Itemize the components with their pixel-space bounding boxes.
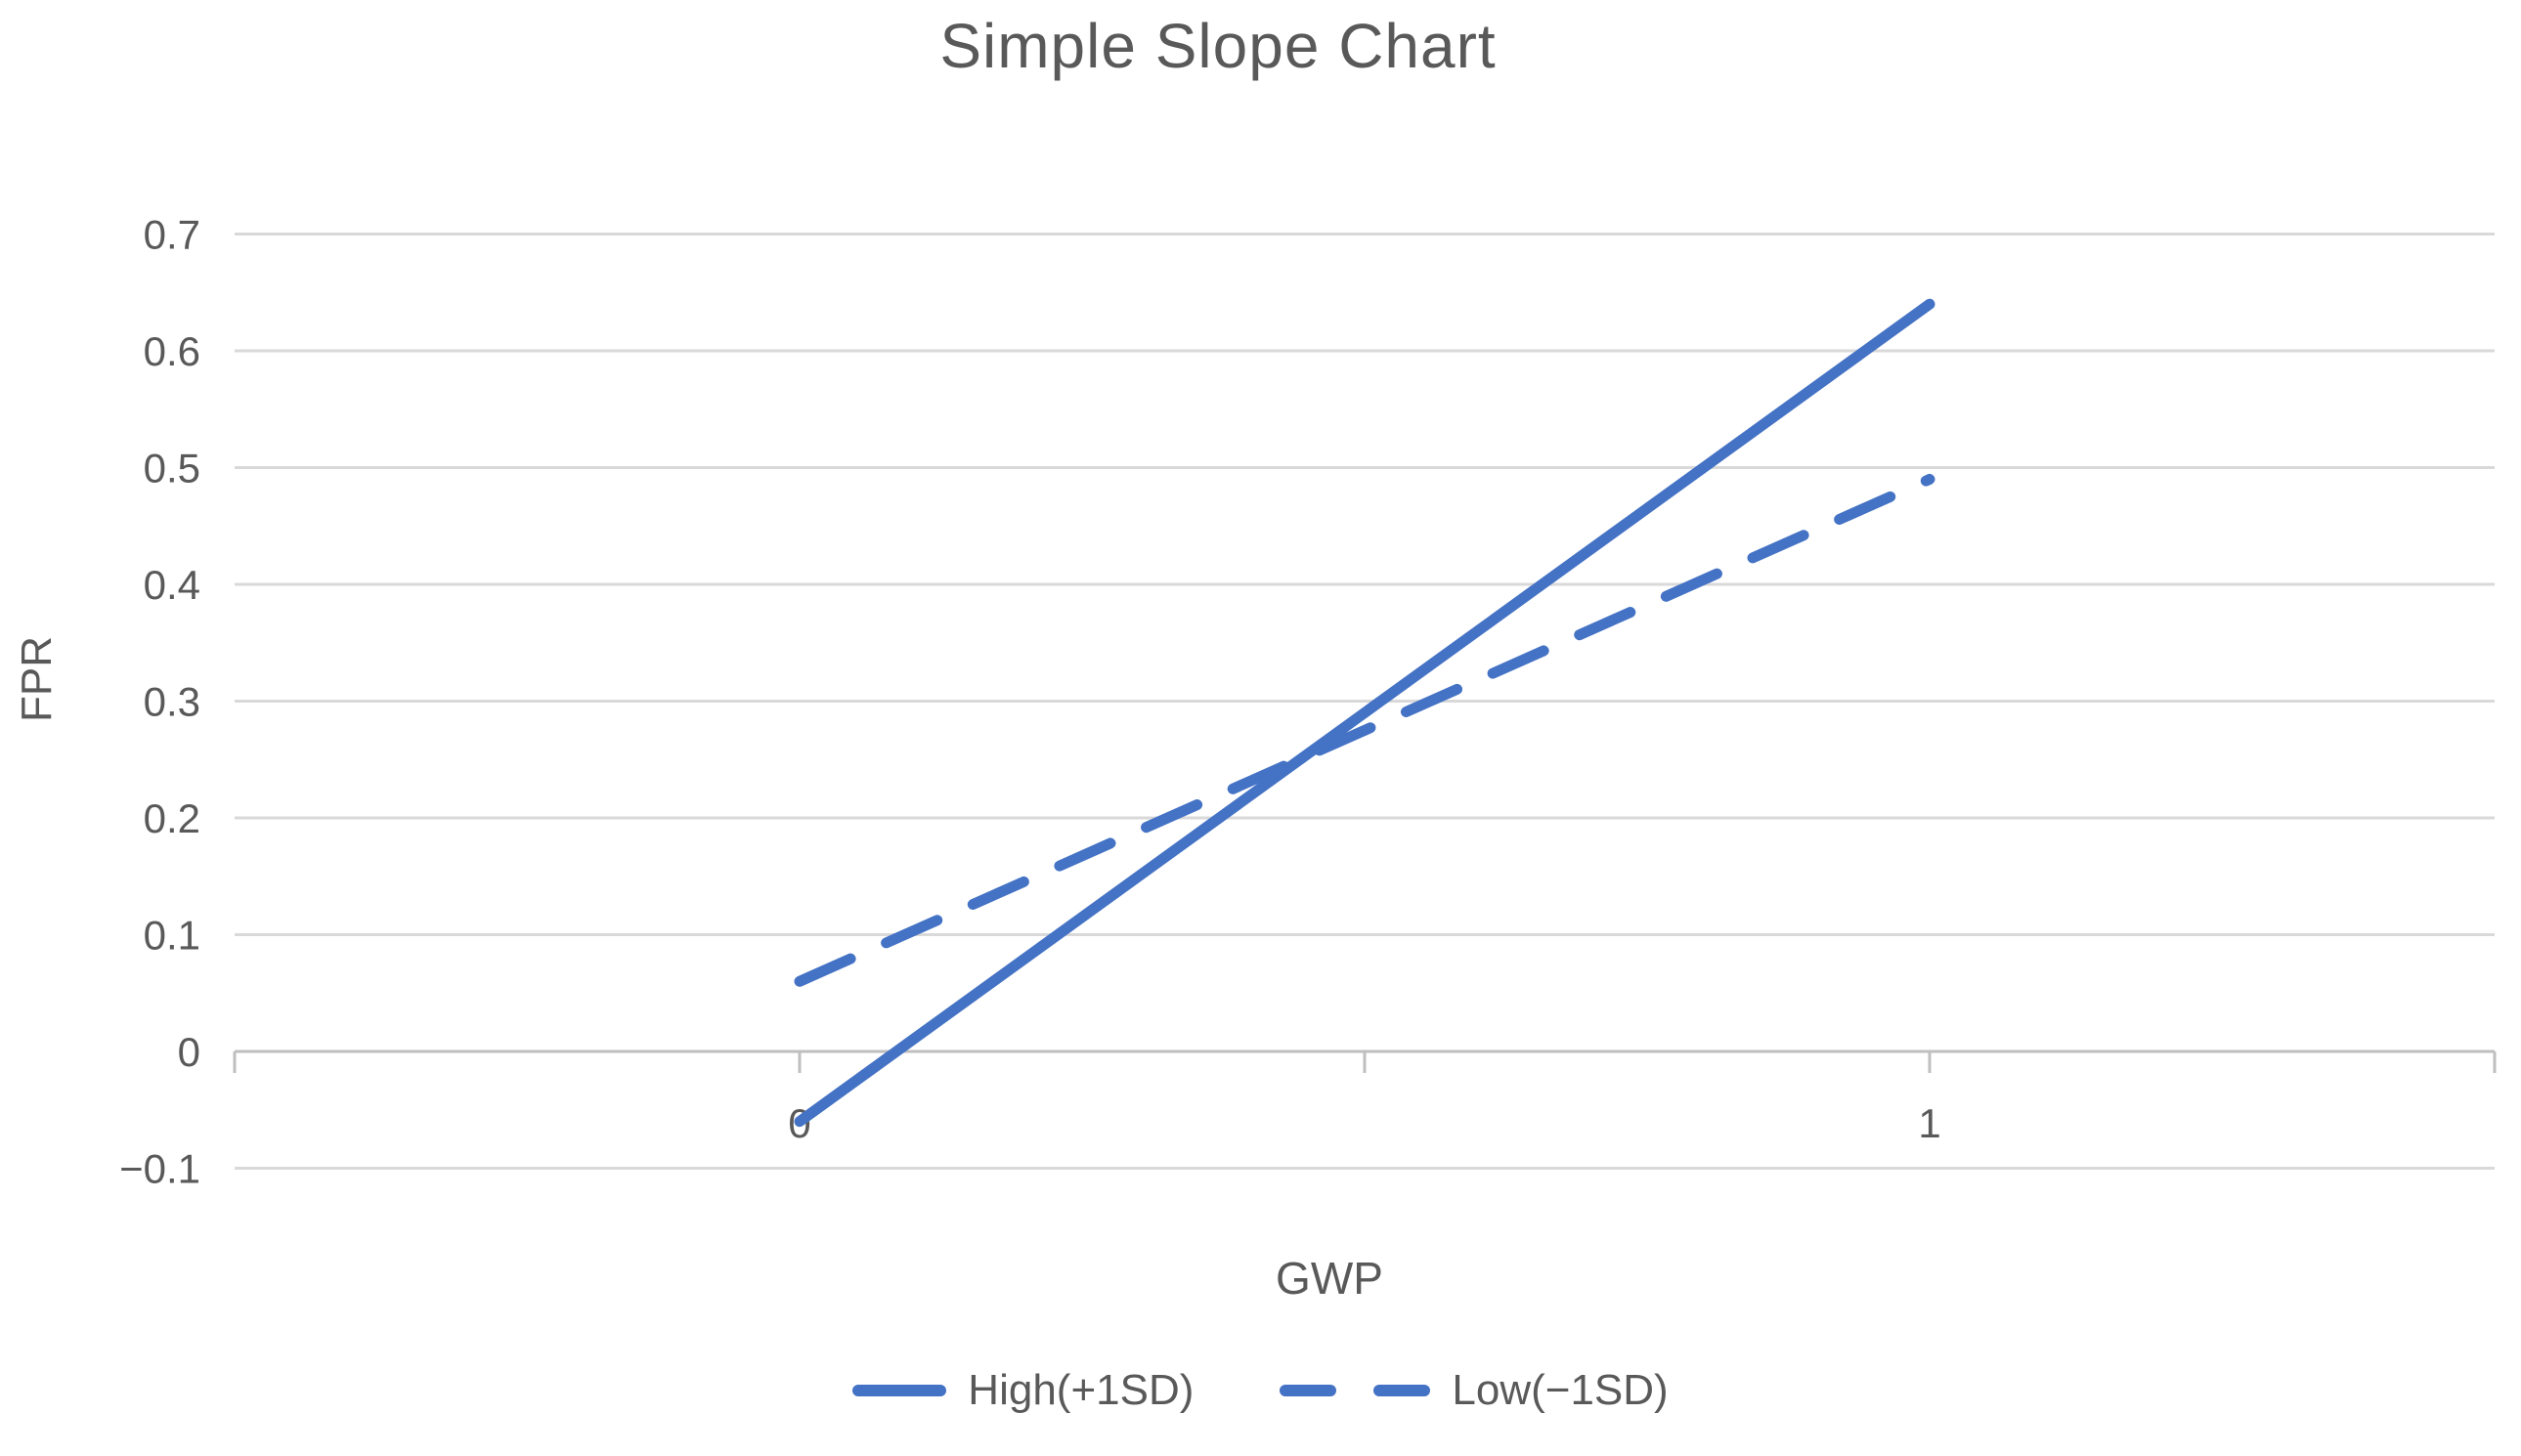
legend-dash xyxy=(1373,1385,1431,1396)
y-tick-label: 0 xyxy=(178,1029,200,1075)
legend-dashed-line-swatch xyxy=(1280,1385,1431,1396)
y-tick-label: 0.2 xyxy=(144,795,200,841)
series-line-high xyxy=(794,298,1935,1128)
series-line-low xyxy=(794,473,1935,987)
legend-item-low: Low(−1SD) xyxy=(1280,1366,1669,1415)
legend-label-low: Low(−1SD) xyxy=(1452,1366,1669,1414)
legend-label-high: High(+1SD) xyxy=(968,1366,1195,1414)
y-tick-label: 0.1 xyxy=(144,913,200,959)
y-tick-label: 0.7 xyxy=(144,212,200,258)
legend-item-high: High(+1SD) xyxy=(852,1366,1194,1415)
y-axis-title: FPR xyxy=(13,636,61,722)
y-tick-label: 0.6 xyxy=(144,328,200,374)
x-axis-title: GWP xyxy=(1276,1253,1383,1304)
y-tick-label: 0.3 xyxy=(144,679,200,725)
y-tick-label: 0.4 xyxy=(144,562,200,608)
y-tick-label: −0.1 xyxy=(119,1146,200,1192)
legend-dash xyxy=(1280,1385,1337,1396)
legend-solid-line-swatch xyxy=(852,1385,947,1396)
y-tick-label: 0.5 xyxy=(144,446,200,492)
x-tick-label: 1 xyxy=(1918,1100,1940,1146)
chart-title: Simple Slope Chart xyxy=(939,11,1497,81)
legend: High(+1SD) Low(−1SD) xyxy=(0,1366,2521,1415)
